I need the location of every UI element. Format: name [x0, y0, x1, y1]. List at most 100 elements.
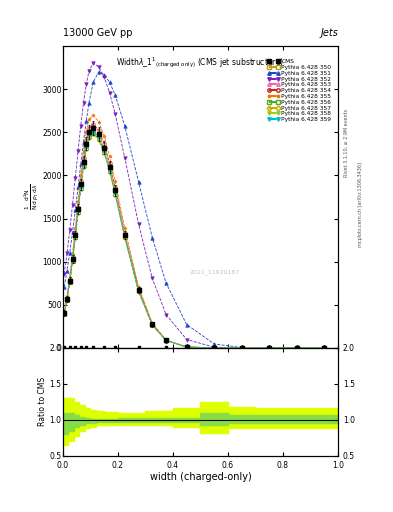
Pythia 6.428 350	[84, 144, 89, 151]
Pythia 6.428 355	[79, 172, 83, 178]
Pythia 6.428 352	[102, 74, 107, 80]
Line: Pythia 6.428 359: Pythia 6.428 359	[62, 131, 326, 350]
Pythia 6.428 359	[102, 148, 107, 155]
Pythia 6.428 357	[91, 131, 95, 137]
Pythia 6.428 359	[107, 167, 112, 174]
Pythia 6.428 351	[84, 118, 89, 124]
Pythia 6.428 356	[64, 296, 70, 303]
Pythia 6.428 357	[79, 186, 83, 192]
Pythia 6.428 358	[267, 345, 272, 351]
Pythia 6.428 355	[102, 133, 107, 139]
Pythia 6.428 354	[81, 155, 86, 161]
Pythia 6.428 357	[107, 169, 112, 175]
Pythia 6.428 358	[91, 128, 95, 134]
Pythia 6.428 358	[62, 311, 67, 317]
Pythia 6.428 353	[267, 345, 272, 351]
Pythia 6.428 351	[107, 79, 112, 86]
Pythia 6.428 353	[184, 344, 189, 350]
Pythia 6.428 351	[91, 79, 95, 86]
Pythia 6.428 356	[86, 133, 91, 139]
Pythia 6.428 356	[62, 311, 67, 317]
Pythia 6.428 355	[86, 116, 91, 122]
Pythia 6.428 359	[76, 209, 81, 215]
Pythia 6.428 353	[102, 144, 107, 151]
Pythia 6.428 356	[70, 258, 75, 264]
Pythia 6.428 359	[184, 344, 189, 350]
Pythia 6.428 354	[267, 345, 272, 351]
Pythia 6.428 351	[123, 123, 127, 129]
Line: Pythia 6.428 354: Pythia 6.428 354	[62, 122, 326, 350]
Pythia 6.428 354	[70, 254, 75, 261]
Pythia 6.428 350	[96, 135, 101, 141]
Text: Width$\lambda\_1^1$$_{\rm (charged\ only)}$ (CMS jet substructure): Width$\lambda\_1^1$$_{\rm (charged\ only…	[116, 55, 285, 70]
Line: Pythia 6.428 357: Pythia 6.428 357	[62, 133, 326, 350]
Pythia 6.428 354	[64, 295, 70, 301]
Pythia 6.428 357	[68, 280, 72, 286]
Pythia 6.428 355	[184, 344, 189, 350]
Legend: CMS, Pythia 6.428 350, Pythia 6.428 351, Pythia 6.428 352, Pythia 6.428 353, Pyt: CMS, Pythia 6.428 350, Pythia 6.428 351,…	[266, 58, 332, 123]
Pythia 6.428 350	[113, 190, 118, 197]
Pythia 6.428 356	[113, 190, 118, 197]
Pythia 6.428 358	[113, 189, 118, 196]
Pythia 6.428 352	[70, 202, 75, 208]
Pythia 6.428 353	[84, 141, 89, 147]
Pythia 6.428 359	[322, 345, 327, 351]
Pythia 6.428 353	[107, 164, 112, 170]
Pythia 6.428 355	[107, 153, 112, 159]
Pythia 6.428 351	[164, 280, 169, 286]
Pythia 6.428 352	[123, 155, 127, 161]
Pythia 6.428 355	[96, 119, 101, 125]
Pythia 6.428 352	[322, 345, 327, 351]
Pythia 6.428 359	[212, 345, 217, 351]
Pythia 6.428 350	[294, 345, 299, 351]
Pythia 6.428 352	[86, 68, 91, 74]
Pythia 6.428 356	[107, 167, 112, 174]
Pythia 6.428 352	[239, 345, 244, 351]
Pythia 6.428 353	[70, 256, 75, 262]
Pythia 6.428 359	[70, 258, 75, 264]
Pythia 6.428 354	[107, 160, 112, 166]
Pythia 6.428 351	[70, 229, 75, 236]
Line: Pythia 6.428 355: Pythia 6.428 355	[62, 114, 326, 350]
Pythia 6.428 356	[239, 345, 244, 351]
Pythia 6.428 350	[76, 209, 81, 215]
Pythia 6.428 356	[102, 148, 107, 155]
Pythia 6.428 350	[62, 311, 67, 317]
Pythia 6.428 356	[123, 234, 127, 240]
Pythia 6.428 358	[164, 337, 169, 344]
Pythia 6.428 352	[212, 344, 217, 350]
Pythia 6.428 359	[86, 133, 91, 139]
Pythia 6.428 356	[76, 209, 81, 215]
Pythia 6.428 354	[212, 345, 217, 351]
Line: Pythia 6.428 356: Pythia 6.428 356	[62, 131, 326, 350]
Pythia 6.428 353	[239, 345, 244, 351]
Pythia 6.428 356	[91, 130, 95, 136]
Pythia 6.428 359	[136, 288, 141, 294]
Pythia 6.428 358	[150, 322, 155, 328]
Pythia 6.428 359	[164, 337, 169, 344]
Pythia 6.428 359	[68, 279, 72, 285]
Pythia 6.428 357	[102, 150, 107, 156]
Pythia 6.428 358	[64, 296, 70, 303]
Pythia 6.428 355	[123, 225, 127, 231]
Pythia 6.428 357	[294, 345, 299, 351]
Y-axis label: $\frac{1}{\mathrm{N}}\frac{\mathrm{d}^2\mathrm{N}}{\mathrm{d}\,p_\mathrm{T}\,\ma: $\frac{1}{\mathrm{N}}\frac{\mathrm{d}^2\…	[22, 184, 40, 210]
Pythia 6.428 357	[164, 337, 169, 344]
Pythia 6.428 355	[150, 320, 155, 326]
Pythia 6.428 358	[76, 208, 81, 214]
Pythia 6.428 354	[294, 345, 299, 351]
Pythia 6.428 350	[322, 345, 327, 351]
Pythia 6.428 352	[62, 271, 67, 277]
Pythia 6.428 353	[123, 232, 127, 238]
Pythia 6.428 355	[113, 178, 118, 184]
Pythia 6.428 354	[86, 125, 91, 131]
Pythia 6.428 359	[79, 184, 83, 190]
Pythia 6.428 355	[164, 337, 169, 343]
Text: Jets: Jets	[320, 28, 338, 38]
Pythia 6.428 350	[150, 322, 155, 328]
Pythia 6.428 353	[73, 232, 78, 238]
Pythia 6.428 351	[150, 234, 155, 241]
Pythia 6.428 356	[294, 345, 299, 351]
Pythia 6.428 356	[212, 345, 217, 351]
Pythia 6.428 352	[73, 175, 78, 181]
